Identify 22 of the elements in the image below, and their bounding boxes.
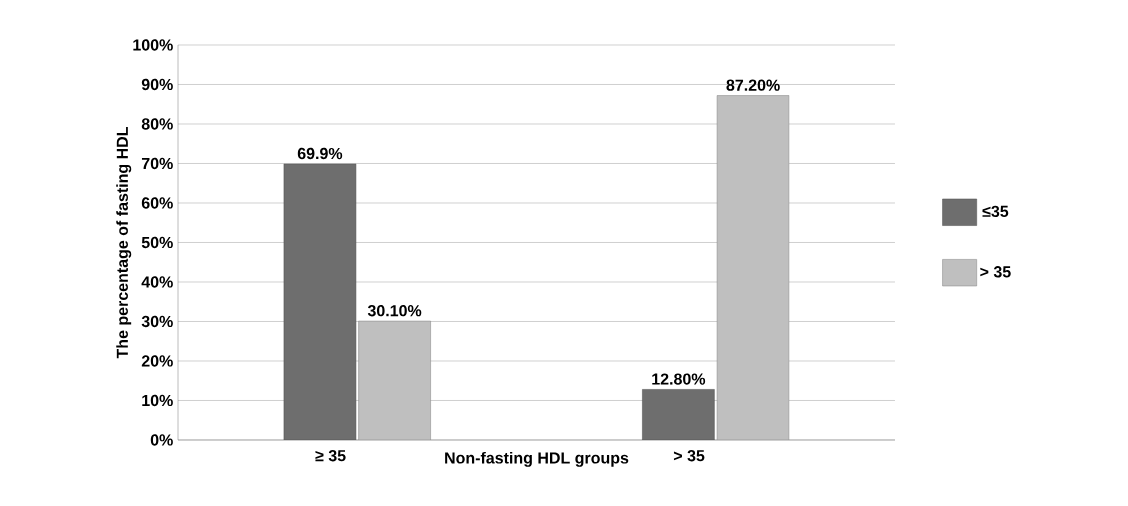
data-label: 12.80% — [652, 373, 706, 385]
y-tick-label: 30% — [141, 315, 173, 328]
x-tick-label: ≥ 35 — [315, 450, 346, 462]
legend-label: ≤35 — [982, 205, 1009, 218]
y-axis-title: The percentage of fasting HDL — [116, 126, 132, 359]
data-label: 30.10% — [367, 305, 422, 317]
bar — [642, 389, 715, 440]
data-label: 87.20% — [726, 79, 780, 91]
y-tick-label: 50% — [141, 236, 173, 249]
bar — [283, 163, 357, 440]
y-tick-label: 20% — [141, 355, 173, 367]
y-tick-label: 80% — [141, 118, 173, 130]
x-axis-title: Non-fasting HDL groups — [445, 451, 629, 467]
y-tick-label: 70% — [141, 157, 173, 170]
y-tick-label: 90% — [141, 78, 173, 91]
data-label: 69.9% — [297, 147, 343, 160]
legend-label: > 35 — [980, 266, 1011, 278]
y-tick-label: 0% — [150, 434, 173, 446]
y-tick-label: 10% — [142, 394, 173, 407]
y-tick-label: 100% — [133, 39, 173, 51]
y-tick-label: 40% — [141, 276, 173, 288]
y-tick-label: 60% — [141, 197, 173, 209]
